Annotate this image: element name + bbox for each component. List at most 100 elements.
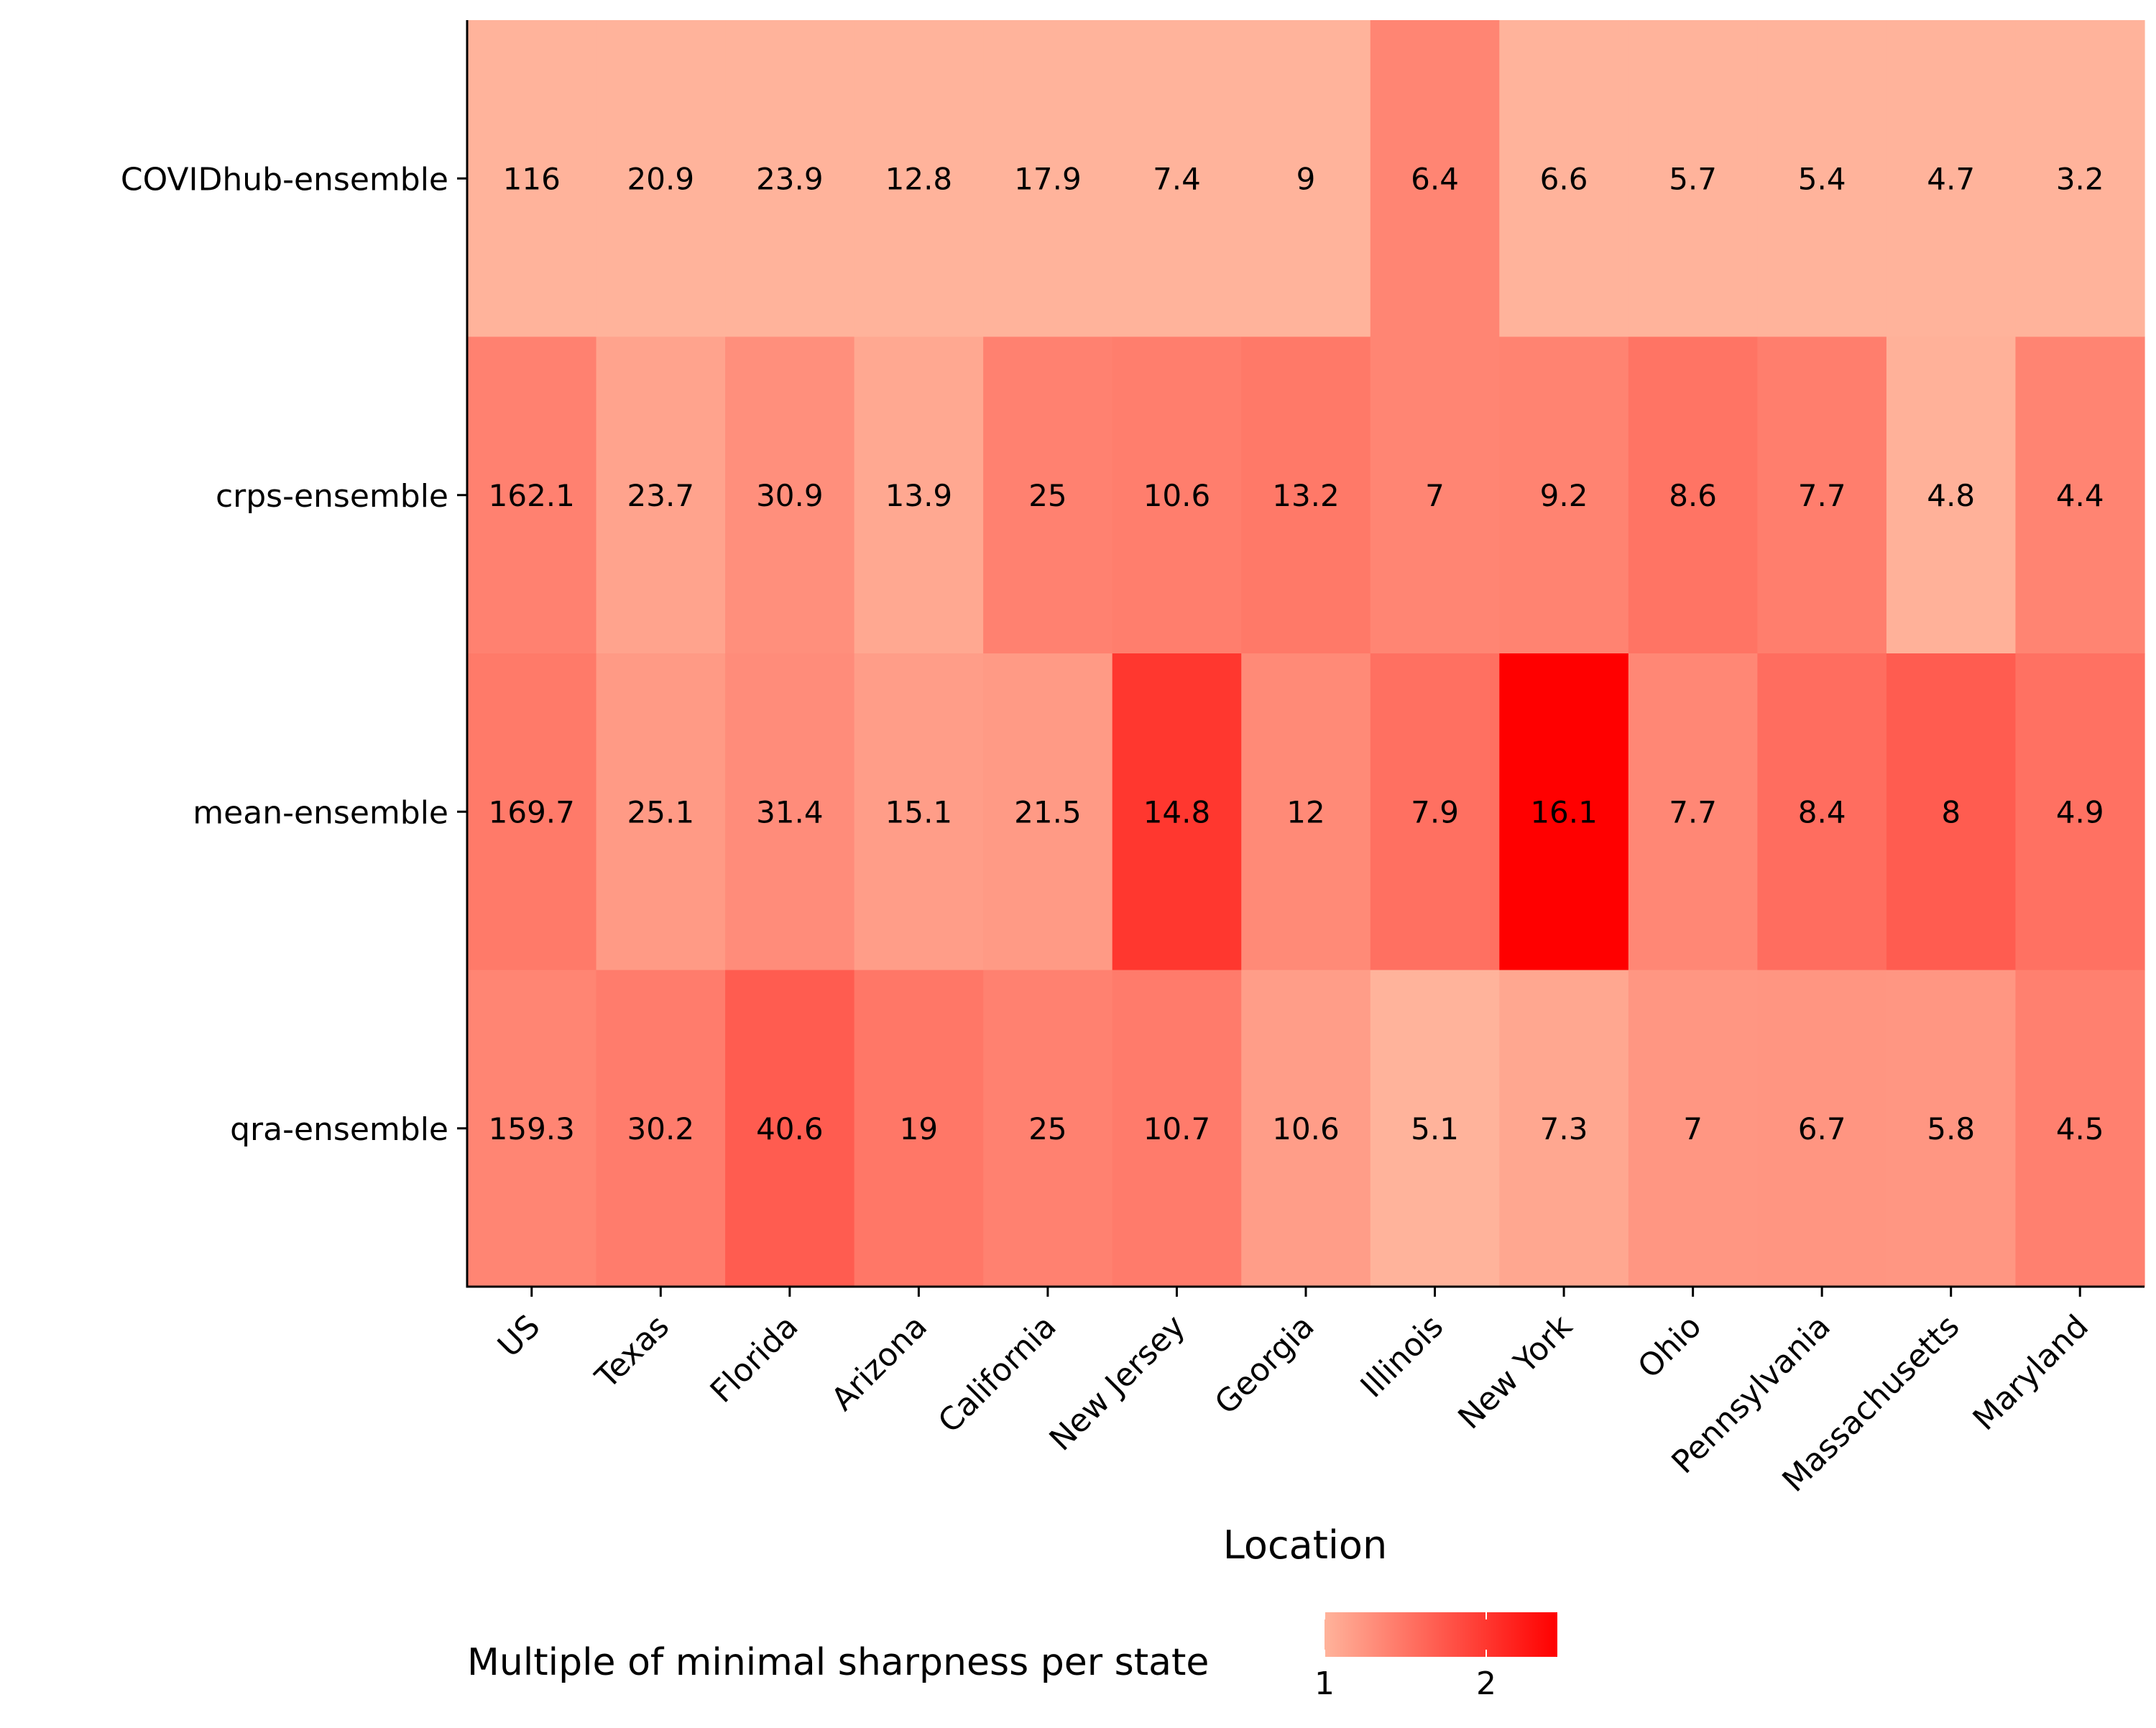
y-tick-label: mean-ensemble xyxy=(193,794,448,831)
cell-value-label: 5.4 xyxy=(1798,161,1846,196)
cell-value-label: 7.7 xyxy=(1669,794,1717,829)
cell-value-label: 30.9 xyxy=(756,478,824,513)
cell-value-label: 8.6 xyxy=(1669,478,1717,513)
cell-value-label: 4.4 xyxy=(2056,478,2104,513)
heatmap-cell xyxy=(1757,336,1887,654)
heatmap-cell xyxy=(1886,970,2017,1287)
cell-value-label: 159.3 xyxy=(489,1111,575,1146)
cell-value-label: 5.1 xyxy=(1411,1111,1459,1146)
heatmap-cell xyxy=(1112,336,1242,654)
x-tick-label: Illinois xyxy=(1354,1308,1451,1405)
x-tick-label: Texas xyxy=(588,1308,676,1397)
heatmap-cell xyxy=(1886,653,2017,971)
heatmap-cell xyxy=(1499,20,1629,338)
cell-value-label: 20.9 xyxy=(627,161,695,196)
colorbar-tick-label: 1 xyxy=(1314,1665,1335,1702)
cell-value-label: 7.7 xyxy=(1798,478,1846,513)
cell-value-label: 169.7 xyxy=(489,794,575,829)
heatmap-cell xyxy=(596,20,726,338)
cell-value-label: 5.8 xyxy=(1927,1111,1975,1146)
heatmap-cell xyxy=(1499,970,1629,1287)
heatmap-cell xyxy=(1112,653,1242,971)
heatmap-cell xyxy=(1757,20,1887,338)
x-tick-label: Georgia xyxy=(1208,1308,1322,1422)
cell-value-label: 8 xyxy=(1941,794,1961,829)
heatmap-cell xyxy=(983,20,1113,338)
cell-value-label: 4.9 xyxy=(2056,794,2104,829)
y-tick-label: COVIDhub-ensemble xyxy=(121,161,448,198)
colorbar-tick-label: 2 xyxy=(1476,1665,1496,1702)
heatmap-cell xyxy=(854,20,984,338)
heatmap-cell xyxy=(983,653,1113,971)
heatmap-cell xyxy=(1886,20,2017,338)
cell-value-label: 13.9 xyxy=(885,478,953,513)
cell-value-label: 25 xyxy=(1028,1111,1067,1146)
cell-value-label: 7.3 xyxy=(1540,1111,1588,1146)
cell-value-label: 7.9 xyxy=(1411,794,1459,829)
cell-value-label: 23.7 xyxy=(627,478,695,513)
heatmap-cell xyxy=(1499,336,1629,654)
x-tick-label: US xyxy=(491,1308,548,1365)
cell-value-label: 15.1 xyxy=(885,794,953,829)
cell-value-label: 13.2 xyxy=(1272,478,1340,513)
heatmap-cell xyxy=(1241,336,1371,654)
heatmap-cell xyxy=(1499,653,1629,971)
cell-value-label: 4.7 xyxy=(1927,161,1975,196)
cell-value-label: 5.7 xyxy=(1669,161,1717,196)
heatmap-cell xyxy=(1370,970,1500,1287)
heatmap-cell xyxy=(983,336,1113,654)
cell-value-label: 10.6 xyxy=(1272,1111,1340,1146)
heatmap-cells xyxy=(467,20,2145,1287)
x-tick-label: New York xyxy=(1451,1308,1580,1436)
x-tick-label: California xyxy=(931,1308,1064,1440)
heatmap-cell xyxy=(2015,653,2145,971)
heatmap-cell xyxy=(1241,20,1371,338)
cell-value-label: 21.5 xyxy=(1014,794,1082,829)
cell-value-label: 12 xyxy=(1286,794,1325,829)
cell-value-label: 40.6 xyxy=(756,1111,824,1146)
heatmap-cell xyxy=(596,970,726,1287)
heatmap-cell xyxy=(467,336,597,654)
heatmap-cell xyxy=(854,970,984,1287)
heatmap-cell xyxy=(1370,653,1500,971)
x-tick-label: Maryland xyxy=(1966,1308,2096,1438)
x-axis-title: Location xyxy=(1223,1522,1387,1568)
heatmap-cell xyxy=(2015,970,2145,1287)
x-tick-label: New Jersey xyxy=(1043,1308,1193,1458)
cell-value-label: 4.8 xyxy=(1927,478,1975,513)
heatmap-cell xyxy=(983,970,1113,1287)
cell-value-label: 19 xyxy=(900,1111,938,1146)
heatmap-cell xyxy=(1241,970,1371,1287)
heatmap-cell xyxy=(467,20,597,338)
cell-value-label: 162.1 xyxy=(489,478,575,513)
cell-value-label: 6.6 xyxy=(1540,161,1588,196)
cell-value-label: 30.2 xyxy=(627,1111,695,1146)
heatmap-cell xyxy=(1886,336,2017,654)
colorbar-gradient xyxy=(1325,1612,1557,1657)
heatmap-cell xyxy=(1370,20,1500,338)
heatmap-cell xyxy=(2015,20,2145,338)
heatmap-cell xyxy=(1112,970,1242,1287)
cell-value-label: 8.4 xyxy=(1798,794,1846,829)
cell-value-label: 6.4 xyxy=(1411,161,1459,196)
heatmap-cell xyxy=(1628,653,1758,971)
heatmap-cell xyxy=(725,653,855,971)
cell-value-label: 12.8 xyxy=(885,161,953,196)
cell-value-label: 116 xyxy=(503,161,561,196)
cell-value-label: 7 xyxy=(1425,478,1445,513)
cell-value-label: 10.6 xyxy=(1143,478,1211,513)
x-tick-label: Ohio xyxy=(1631,1308,1708,1386)
heatmap-cell xyxy=(1757,653,1887,971)
cell-value-label: 17.9 xyxy=(1014,161,1082,196)
heatmap-cell xyxy=(596,653,726,971)
heatmap-cell xyxy=(1628,20,1758,338)
cell-value-label: 6.7 xyxy=(1798,1111,1846,1146)
heatmap-cell xyxy=(725,336,855,654)
x-tick-label: Florida xyxy=(704,1308,806,1410)
x-tick-label: Arizona xyxy=(824,1308,934,1418)
heatmap-cell xyxy=(854,653,984,971)
heatmap-cell xyxy=(1757,970,1887,1287)
